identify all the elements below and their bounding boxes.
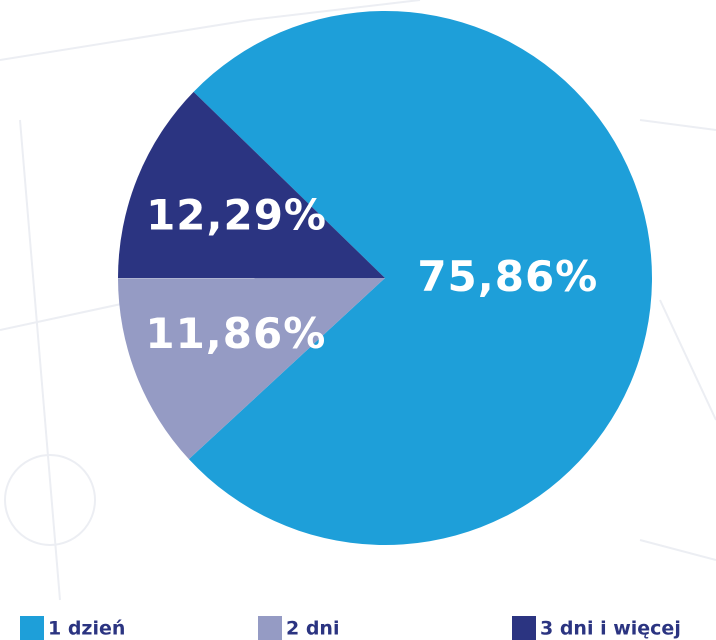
slice-label: 11,86% xyxy=(145,309,326,358)
map-line xyxy=(639,539,716,561)
map-line xyxy=(0,0,421,61)
slice-labels: 75,86% 11,86% 12,29% xyxy=(145,190,598,358)
background-map xyxy=(0,0,716,601)
map-line xyxy=(659,299,716,421)
legend-label: 3 dni i więcej xyxy=(540,618,681,640)
pie-slice xyxy=(188,11,652,545)
pie-slice xyxy=(118,278,385,460)
legend-swatch xyxy=(512,616,536,640)
legend: 1 dzień 2 dni 3 dni i więcej xyxy=(20,616,681,640)
map-line xyxy=(19,119,61,601)
legend-swatch xyxy=(258,616,282,640)
map-line xyxy=(0,299,141,331)
slice-label: 75,86% xyxy=(417,252,598,301)
pie xyxy=(117,11,652,545)
map-roundabout xyxy=(4,454,96,546)
legend-label: 1 dzień xyxy=(48,618,125,640)
map-line xyxy=(639,119,716,131)
legend-label: 2 dni xyxy=(286,618,339,640)
pie-slice xyxy=(117,91,385,279)
slice-label: 12,29% xyxy=(146,190,327,239)
legend-swatch xyxy=(20,616,44,640)
